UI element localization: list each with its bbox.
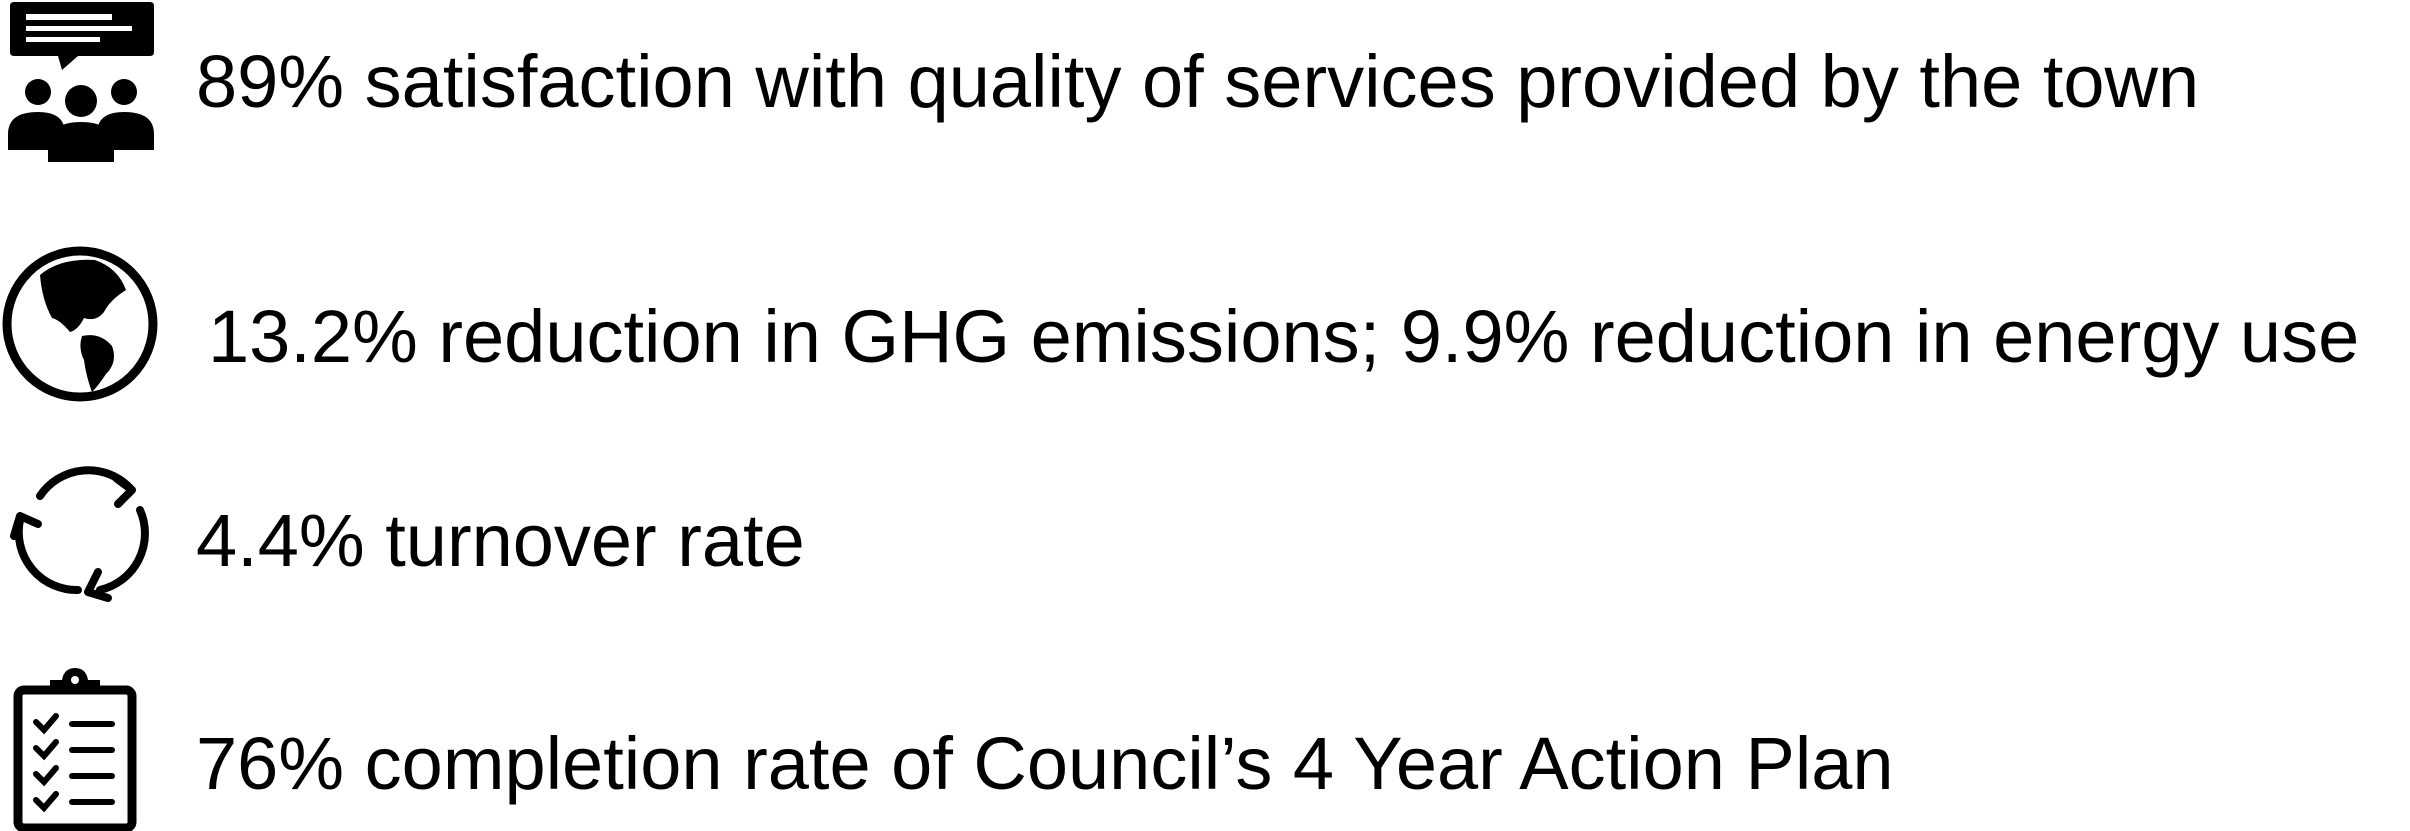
checklist-icon: [13, 668, 137, 831]
stat-text: 76% completion rate of Council’s 4 Year …: [196, 722, 1894, 805]
stat-text: 89% satisfaction with quality of service…: [196, 40, 2199, 123]
cycle-icon: [10, 466, 149, 602]
stat-text: 13.2% reduction in GHG emissions; 9.9% r…: [208, 295, 2359, 378]
stat-text: 4.4% turnover rate: [196, 499, 805, 582]
audience-icon: [8, 2, 154, 162]
globe-icon: [2, 246, 158, 402]
